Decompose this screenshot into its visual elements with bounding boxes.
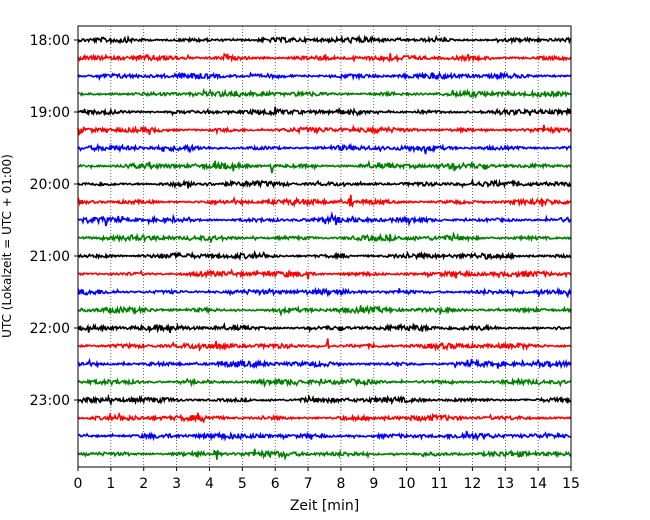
- trace-1815: [77, 52, 572, 64]
- trace-1900: [77, 106, 572, 117]
- trace-1800: [77, 34, 572, 46]
- x-tick-label: 3: [172, 476, 181, 492]
- trace-1930: [77, 142, 572, 155]
- trace-2000: [77, 177, 572, 190]
- x-tick-label: 4: [205, 476, 214, 492]
- trace-1915: [77, 124, 572, 136]
- x-tick-label: 0: [74, 476, 83, 492]
- x-tick-label: 2: [139, 476, 148, 492]
- trace-1845: [77, 87, 572, 99]
- x-tick-label: 7: [304, 476, 313, 492]
- x-ticks: 0 1 2 3 4 5 6 7 8 9 10 11 12 13 14 15: [74, 467, 580, 492]
- y-tick-label: 23:00: [30, 393, 70, 409]
- trace-2215: [77, 338, 572, 352]
- y-tick-label: 18:00: [30, 33, 70, 49]
- trace-2130: [77, 286, 572, 299]
- trace-1945: [77, 159, 572, 174]
- trace-2230: [77, 357, 572, 370]
- x-tick-label: 12: [463, 476, 481, 492]
- plot-frame: [77, 25, 572, 468]
- x-tick-label: 11: [431, 476, 449, 492]
- x-tick-label: 14: [529, 476, 547, 492]
- trace-2030: [77, 211, 572, 227]
- y-ticks: 18:00 19:00 20:00 21:00 22:00 23:00: [30, 33, 78, 409]
- x-axis-label: Zeit [min]: [290, 498, 359, 514]
- trace-2330: [77, 430, 571, 442]
- x-tick-label: 8: [336, 476, 345, 492]
- y-tick-label: 19:00: [30, 105, 70, 121]
- y-axis-label: UTC (Lokalzeit = UTC + 01:00): [0, 154, 14, 338]
- y-tick-label: 21:00: [30, 249, 70, 265]
- trace-2145: [77, 304, 572, 317]
- x-tick-label: 13: [496, 476, 514, 492]
- trace-2345: [77, 448, 572, 461]
- trace-2315: [77, 411, 572, 424]
- trace-2115: [77, 268, 572, 280]
- trace-2300: [77, 393, 572, 407]
- trace-1830: [77, 71, 572, 82]
- x-tick-label: 15: [562, 476, 580, 492]
- x-tick-label: 1: [106, 476, 115, 492]
- trace-layer: [77, 34, 572, 461]
- trace-2200: [77, 321, 572, 334]
- x-tick-label: 6: [271, 476, 280, 492]
- trace-2015: [77, 194, 572, 209]
- y-tick-label: 22:00: [30, 321, 70, 337]
- trace-2100: [77, 249, 572, 262]
- x-tick-label: 5: [238, 476, 247, 492]
- trace-2045: [77, 231, 572, 244]
- x-tick-label: 9: [369, 476, 378, 492]
- y-tick-label: 20:00: [30, 177, 70, 193]
- trace-2245: [77, 376, 572, 389]
- x-tick-label: 10: [398, 476, 416, 492]
